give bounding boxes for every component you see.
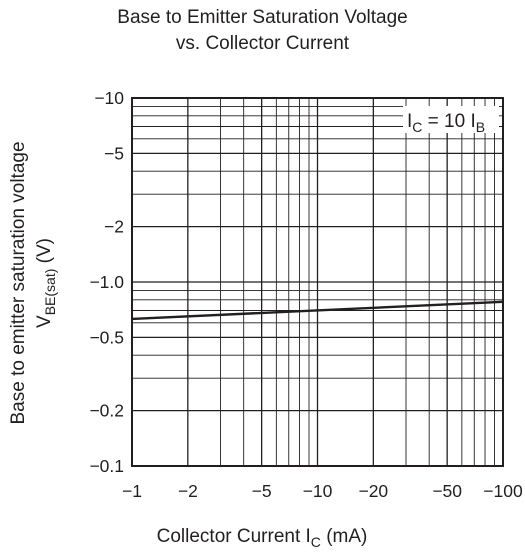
x-tick-label: −20: [358, 481, 388, 501]
y-tick-label: −0.2: [89, 401, 124, 421]
y-tick-label: −0.5: [89, 327, 124, 347]
x-tick-label: −2: [178, 481, 198, 501]
x-axis-label: Collector Current IC (mA): [157, 526, 368, 550]
plot-frame: [131, 97, 504, 467]
x-tick-labels: −1 −2 −5 −10 −20 −50 −100: [122, 481, 523, 501]
x-tick-label: −50: [432, 481, 462, 501]
y-axis-label-line1: Base to emitter saturation voltage: [8, 141, 29, 424]
y-tick-label: −2: [104, 217, 124, 237]
y-tick-label: −1.0: [89, 272, 124, 292]
chart-subtitle: vs. Collector Current: [175, 33, 350, 54]
x-tick-label: −5: [252, 481, 272, 501]
x-tick-label: −10: [303, 481, 333, 501]
series-line: [131, 300, 504, 321]
annotation: IC = 10 IB: [403, 106, 499, 135]
y-tick-label: −0.1: [89, 456, 124, 476]
y-tick-labels: −10 −5 −2 −1.0 −0.5 −0.2 −0.1: [89, 88, 124, 476]
annotation-text: IC = 10 IB: [407, 111, 485, 135]
grid: [132, 98, 503, 466]
y-tick-label: −10: [94, 88, 124, 108]
y-axis-label-text: Base to emitter saturation voltage: [8, 141, 29, 424]
series-layer: [131, 300, 504, 321]
y-axis-label-line2: VBE(sat) (V): [34, 238, 58, 328]
chart-title: Base to Emitter Saturation Voltage: [117, 7, 408, 28]
y-axis-symbol: VBE(sat) (V): [34, 238, 58, 328]
annotation-background: [403, 106, 499, 133]
x-tick-label: −1: [122, 481, 142, 501]
x-tick-label: −100: [483, 481, 523, 501]
y-tick-label: −5: [104, 143, 124, 163]
